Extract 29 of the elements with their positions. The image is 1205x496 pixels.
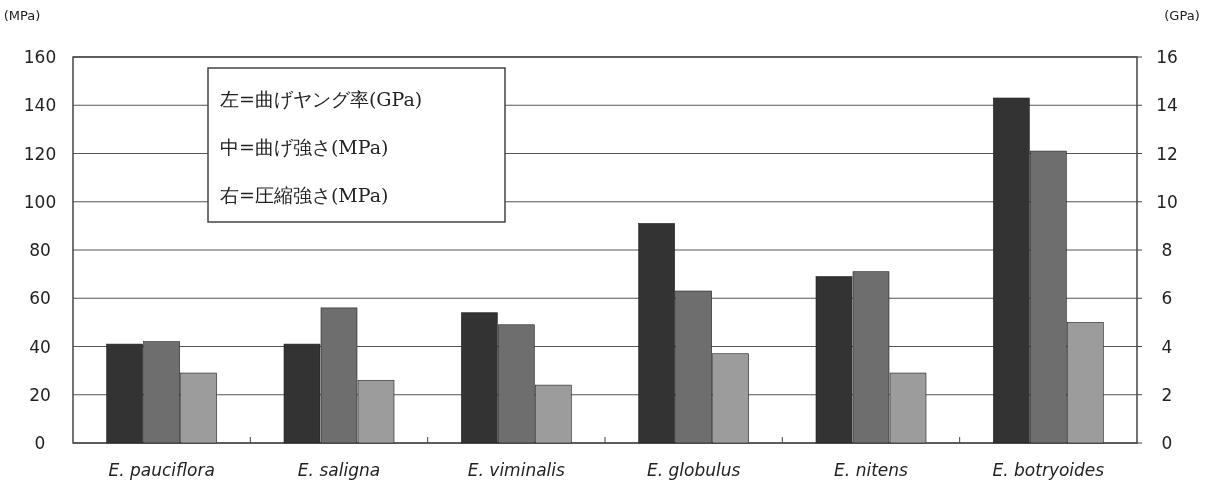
y-axis-title: (MPa) xyxy=(3,8,41,23)
y2-tick-label: 10 xyxy=(1156,191,1178,212)
y-tick-label: 140 xyxy=(23,95,57,116)
y2-axis-title: (GPa) xyxy=(1164,8,1200,23)
x-tick-label: E. viminalis xyxy=(467,460,566,480)
x-tick-label: E. nitens xyxy=(834,460,909,480)
y-tick-label: 160 xyxy=(23,47,57,67)
y2-tick-label: 12 xyxy=(1156,143,1178,164)
x-tick-label: E. globulus xyxy=(646,460,741,480)
y2-tick-label: 6 xyxy=(1161,288,1173,309)
y2-tick-label: 14 xyxy=(1156,95,1178,116)
annotation: 中=曲げ強さ(MPa) xyxy=(220,136,389,158)
y2-tick-label: 16 xyxy=(1156,47,1178,67)
y-tick-label: 100 xyxy=(23,191,57,212)
y-tick-label: 80 xyxy=(29,240,51,260)
annotation: 左=曲げヤング率(GPa) xyxy=(220,88,423,110)
y-tick-label: 20 xyxy=(29,384,51,405)
x-tick-label: E. pauciflora xyxy=(108,460,215,480)
y-tick-label: 40 xyxy=(29,336,51,357)
y2-tick-label: 4 xyxy=(1161,336,1173,357)
y-tick-label: 0 xyxy=(34,433,46,453)
y-tick-label: 120 xyxy=(23,143,57,164)
x-tick-label: E. botryoides xyxy=(992,460,1105,480)
x-tick-label: E. saligna xyxy=(297,460,381,480)
y2-tick-label: 8 xyxy=(1161,240,1173,260)
y2-tick-label: 0 xyxy=(1161,433,1173,453)
annotation: 右=圧縮強さ(MPa) xyxy=(220,184,389,206)
y2-tick-label: 2 xyxy=(1161,384,1173,405)
y-tick-label: 60 xyxy=(29,288,51,309)
